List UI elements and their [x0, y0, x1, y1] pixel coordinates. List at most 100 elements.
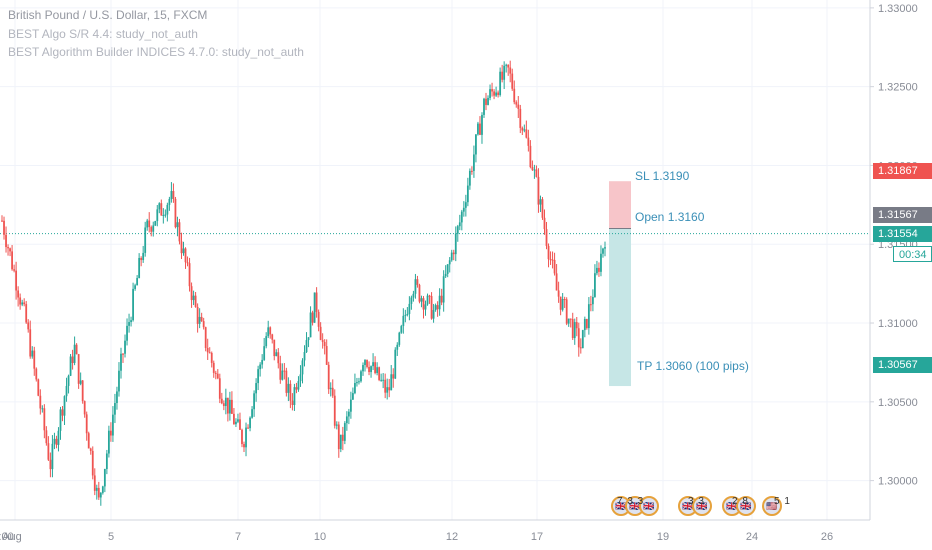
candle-body — [188, 263, 191, 287]
position-zones — [0, 181, 870, 387]
event-count: 7 3 3 — [617, 495, 645, 507]
candle-body — [424, 304, 427, 310]
candle-body — [468, 170, 471, 186]
open-label: Open 1.3160 — [635, 210, 705, 224]
candle-body — [349, 399, 352, 412]
candle-body — [194, 295, 197, 307]
candle-body — [418, 284, 421, 302]
candle-body — [29, 329, 32, 357]
candle-body — [13, 269, 16, 271]
candle-body — [162, 214, 165, 216]
event-count: 3 3 — [688, 495, 705, 507]
candle-body — [446, 264, 449, 274]
candle-body — [156, 209, 159, 222]
candle-body — [180, 241, 183, 254]
event-group-4[interactable]: 🇺🇸 5 1 — [762, 494, 791, 518]
candle-body — [356, 382, 358, 384]
event-group-3[interactable]: 🇬🇧 🇬🇧 2 8 — [722, 494, 756, 518]
study-label-1[interactable]: BEST Algo S/R 4.4: study_not_auth — [8, 27, 198, 41]
candle-body — [473, 154, 475, 171]
event-group-1[interactable]: 🇬🇧 🇬🇧 🇬🇧 7 3 3 — [611, 494, 659, 518]
candle-body — [114, 403, 116, 415]
candle-body — [99, 492, 102, 498]
candle-body — [380, 379, 383, 381]
candle-body — [95, 487, 98, 491]
candle-body — [491, 89, 493, 92]
candle-body — [267, 327, 270, 337]
candle-body — [458, 222, 461, 227]
last-price-tag: 1.31554 — [873, 226, 932, 242]
candle-body — [89, 448, 92, 451]
candle-body — [87, 433, 90, 449]
candle-body — [323, 342, 326, 347]
candle-body — [83, 401, 86, 415]
candle-body — [249, 417, 251, 429]
candle-body — [224, 397, 227, 407]
sl-price-tag: 1.31867 — [873, 163, 932, 179]
candle-body — [555, 273, 558, 291]
event-group-2[interactable]: 🇬🇧 🇬🇧 3 3 — [678, 494, 712, 518]
candle-body — [49, 459, 52, 470]
candle-body — [11, 251, 13, 270]
candle-body — [1, 220, 3, 222]
time-tick-label: 19 — [657, 531, 669, 543]
time-tick-label: 7 — [235, 531, 241, 543]
candle-body — [198, 316, 201, 324]
candle-body — [577, 328, 580, 348]
candle-body — [533, 169, 536, 171]
candle-body — [563, 299, 566, 301]
candle-body — [277, 352, 280, 364]
candle-body — [9, 248, 11, 252]
candle-body — [495, 92, 497, 96]
candle-body — [442, 276, 445, 303]
candle-body — [331, 387, 334, 396]
candle-body — [35, 368, 38, 380]
candle-body — [505, 64, 508, 66]
candle-body — [271, 334, 274, 340]
candle-body — [301, 360, 304, 375]
candle-body — [448, 260, 451, 265]
study-label-2[interactable]: BEST Algorithm Builder INDICES 4.7.0: st… — [8, 45, 304, 59]
candle-body — [134, 285, 137, 289]
candle-body — [519, 108, 522, 128]
candle-body — [454, 233, 457, 255]
candle-body — [432, 310, 435, 319]
candle-body — [541, 199, 544, 218]
candle-body — [341, 434, 344, 441]
candle-body — [105, 453, 108, 470]
candle-body — [402, 315, 405, 327]
candle-body — [31, 350, 34, 357]
candle-body — [456, 226, 459, 234]
candle-body — [386, 387, 389, 393]
candle-body — [251, 409, 253, 418]
candle-body — [410, 297, 413, 304]
candle-body — [65, 385, 68, 397]
candle-body — [192, 295, 195, 301]
candle-body — [313, 292, 316, 323]
candle-body — [329, 387, 332, 390]
candle-body — [561, 299, 564, 310]
us-flag-icon: 🇺🇸 — [762, 496, 782, 516]
candle-body — [112, 414, 114, 436]
open-price-tag: 1.31567 — [873, 207, 932, 223]
candle-body — [523, 129, 526, 131]
candle-body — [184, 248, 187, 263]
candle-body — [3, 220, 5, 235]
event-count: 2 8 — [732, 495, 749, 507]
candle-body — [390, 374, 393, 391]
candle-body — [529, 145, 532, 168]
symbol-title: British Pound / U.S. Dollar, 15, FXCM — [8, 8, 208, 22]
candle-body — [319, 326, 322, 340]
candle-body — [287, 383, 290, 393]
candle-body — [182, 248, 185, 254]
candle-body — [67, 375, 70, 386]
candle-body — [239, 419, 241, 430]
candle-body — [470, 170, 473, 172]
candle-body — [138, 257, 141, 279]
candle-body — [237, 419, 239, 422]
candle-body — [450, 252, 453, 261]
candle-body — [69, 356, 72, 376]
candle-body — [279, 363, 282, 380]
candle-body — [583, 318, 586, 331]
